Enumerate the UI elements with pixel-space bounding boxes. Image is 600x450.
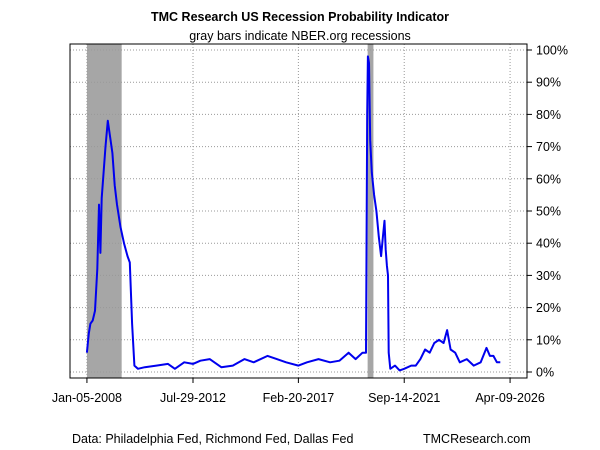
- y-tick-label-6: 60%: [536, 172, 561, 186]
- y-tick-label-9: 90%: [536, 76, 561, 90]
- y-tick-label-2: 20%: [536, 301, 561, 315]
- x-tick-label-0: Jan-05-2008: [52, 391, 122, 405]
- chart-title: TMC Research US Recession Probability In…: [151, 10, 449, 24]
- y-axis: 0% 10% 20% 30% 40% 50% 60% 70% 80% 90% 100%: [527, 44, 568, 380]
- chart-subtitle: gray bars indicate NBER.org recessions: [189, 29, 411, 43]
- series-line-0: [85, 55, 501, 372]
- y-tick-label-10: 100%: [536, 44, 568, 58]
- y-tick-label-8: 80%: [536, 108, 561, 122]
- y-tick-label-3: 30%: [536, 269, 561, 283]
- gridlines: [70, 44, 527, 378]
- brand-credit: TMCResearch.com: [423, 432, 531, 446]
- x-tick-label-4: Apr-09-2026: [475, 391, 545, 405]
- y-tick-label-7: 70%: [536, 140, 561, 154]
- recession-bar-0: [86, 44, 122, 378]
- x-axis: Jan-05-2008 Jul-29-2012 Feb-20-2017 Sep-14-…: [52, 378, 545, 405]
- y-tick-label-0: 0%: [536, 366, 554, 380]
- y-tick-label-4: 40%: [536, 237, 561, 251]
- x-tick-label-3: Sep-14-2021: [368, 391, 440, 405]
- x-tick-label-2: Feb-20-2017: [263, 391, 335, 405]
- y-tick-label-5: 50%: [536, 205, 561, 219]
- data-source-note: Data: Philadelphia Fed, Richmond Fed, Da…: [72, 432, 354, 446]
- y-tick-label-1: 10%: [536, 333, 561, 347]
- recession-bars: [86, 44, 374, 378]
- series-lines: [85, 55, 501, 372]
- x-tick-label-1: Jul-29-2012: [160, 391, 226, 405]
